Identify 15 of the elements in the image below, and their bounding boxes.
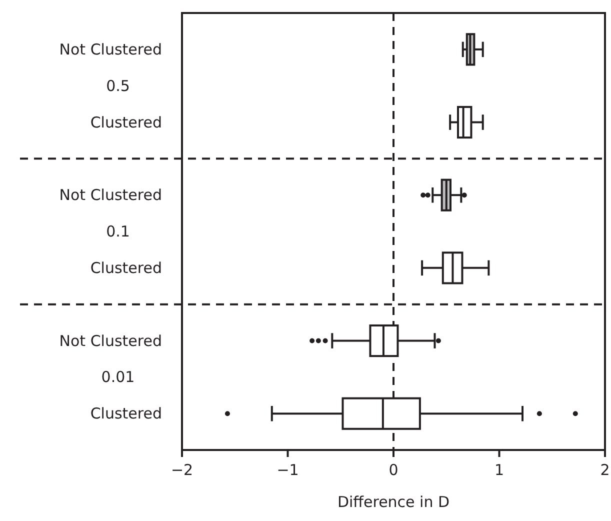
x-tick-label: 2 — [600, 461, 610, 479]
y-tick-label: Clustered — [90, 404, 162, 423]
text: 0.01 — [101, 368, 135, 386]
text: 0.1 — [106, 222, 130, 240]
x-tick-label: 0 — [388, 461, 398, 479]
y-tick-label: Clustered — [90, 113, 162, 132]
x-axis-title: Difference in D — [337, 493, 450, 511]
y-tick-label: Not Clustered — [59, 40, 162, 58]
y-tick-label: Clustered — [90, 258, 162, 277]
text: 0.5 — [106, 76, 130, 95]
y-tick-label: Not Clustered — [59, 186, 162, 204]
x-tick-label: −1 — [276, 461, 299, 479]
x-tick-label: −2 — [170, 461, 194, 479]
x-tick-label: 1 — [494, 461, 504, 479]
y-tick-label: Not Clustered — [59, 332, 162, 350]
